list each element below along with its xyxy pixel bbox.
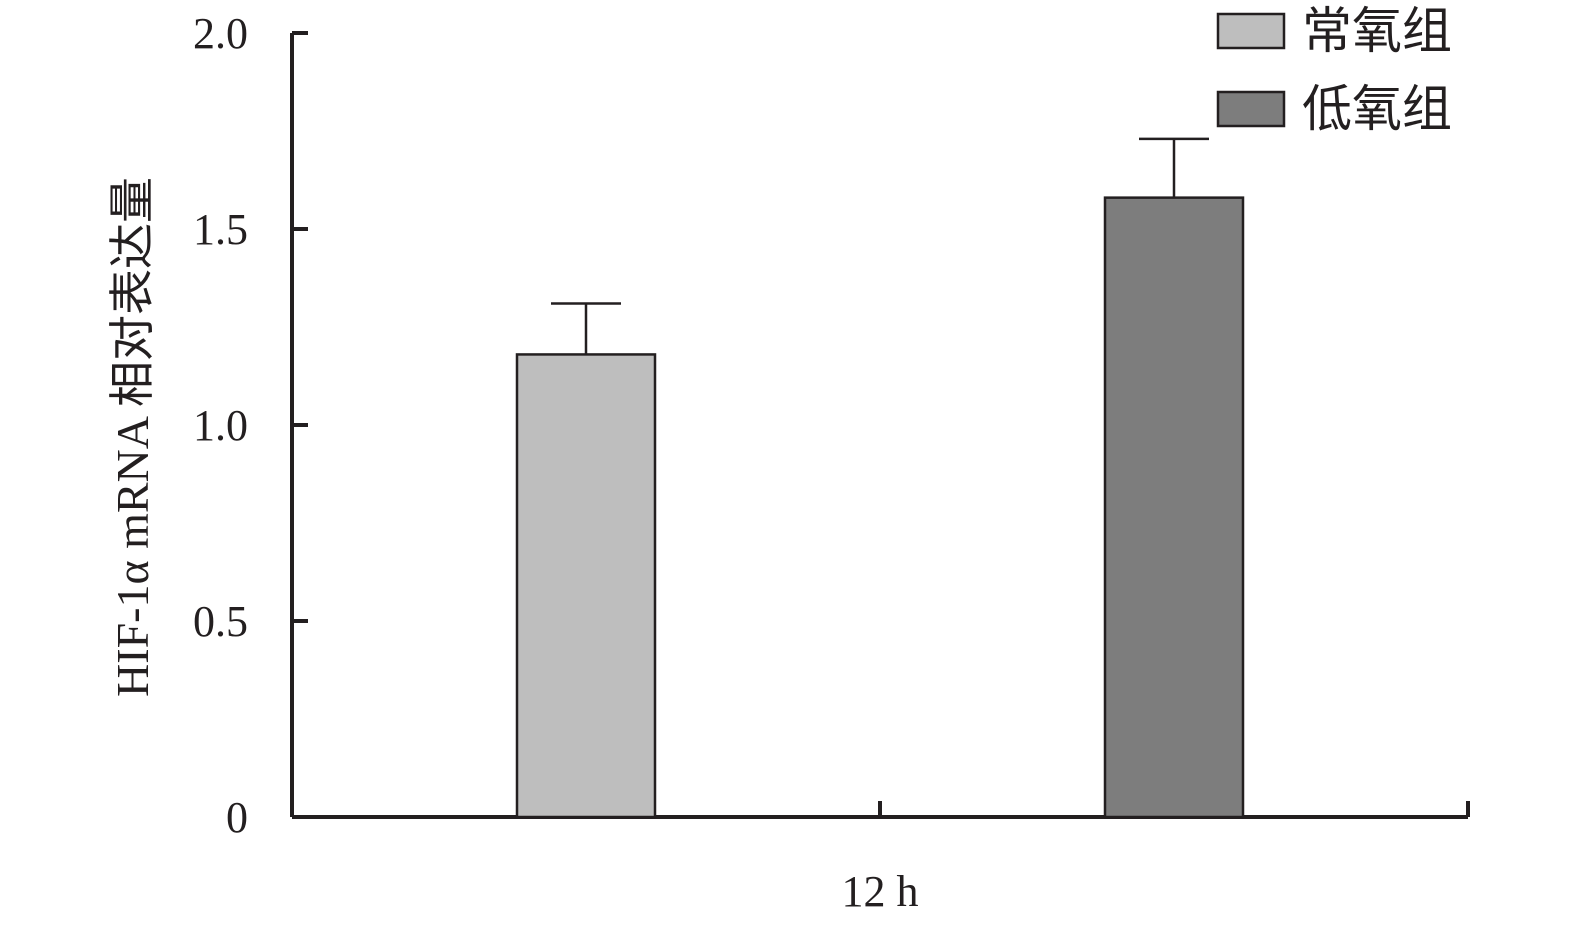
legend-swatch — [1216, 12, 1286, 50]
y-tick-label: 0 — [226, 793, 248, 842]
y-tick-label: 1.0 — [193, 401, 248, 450]
y-tick-label: 2.0 — [193, 9, 248, 58]
legend-label: 低氧组 — [1302, 81, 1452, 137]
bar — [1103, 196, 1245, 819]
y-axis-title: HIF-1α mRNA 相对表达量 — [107, 177, 158, 697]
y-tick-label: 0.5 — [193, 597, 248, 646]
axes — [290, 33, 1470, 819]
x-axis-categories: 12 h — [842, 867, 919, 916]
y-axis-ticks: 0 0.5 1.0 1.5 2.0 — [193, 9, 308, 842]
error-bars — [551, 137, 1209, 355]
x-category-label: 12 h — [842, 867, 919, 916]
legend-label: 常氧组 — [1302, 3, 1452, 59]
legend-swatch — [1216, 90, 1286, 128]
y-tick-label: 1.5 — [193, 205, 248, 254]
bar — [515, 353, 657, 819]
bars — [515, 196, 1245, 819]
